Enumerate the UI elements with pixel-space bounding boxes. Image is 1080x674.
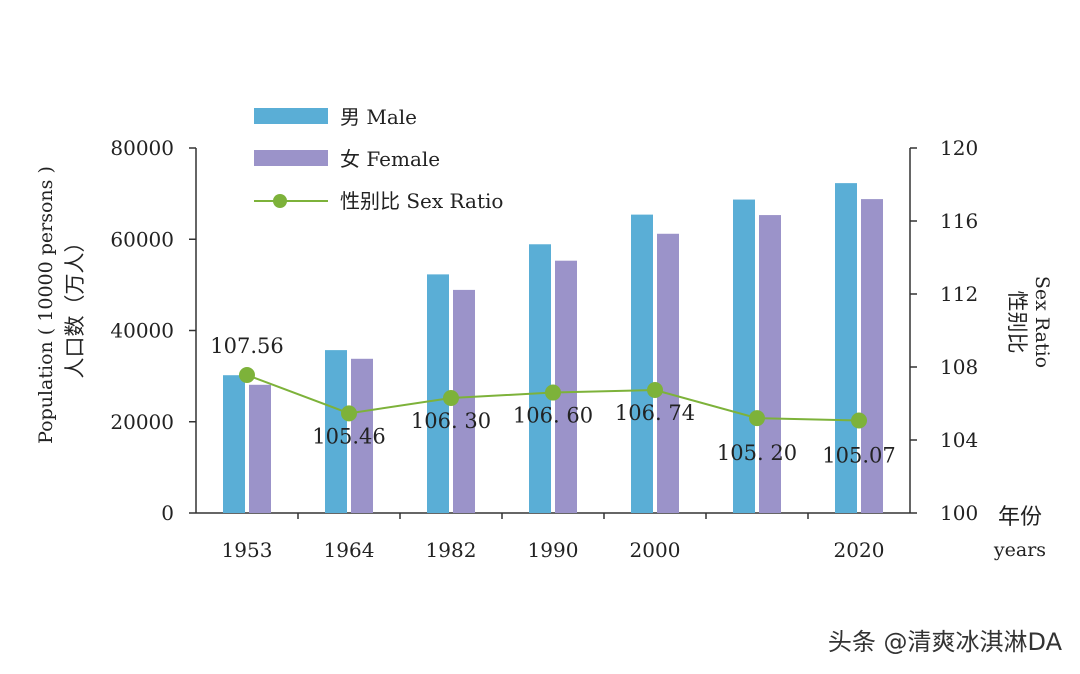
right-tick-label: 116	[940, 209, 978, 233]
legend-swatch-female	[254, 150, 328, 166]
sex-ratio-point-1990	[545, 384, 561, 401]
bars	[223, 183, 883, 519]
bar-female-1990	[555, 260, 577, 513]
right-tick-label: 104	[940, 428, 978, 452]
left-axis-title-en: Population ( 10000 persons )	[35, 166, 57, 444]
right-tick-label: 112	[940, 282, 978, 306]
bar-female-1953	[249, 384, 271, 513]
x-tick-label: 2000	[630, 538, 681, 562]
left-tick-label: 20000	[110, 410, 174, 434]
left-axis-title: Population ( 10000 persons ) 人口数（万人）	[35, 166, 87, 444]
legend-label-female: 女 Female	[340, 147, 440, 171]
legend-marker-sex-ratio	[273, 194, 287, 208]
sex-ratio-point-1964	[341, 405, 357, 422]
bar-male-2000	[631, 214, 653, 514]
bar-female-2020	[861, 199, 883, 513]
sex-ratio-series: 107.56 105.46 106. 30 106. 60 106. 74 105. 20…	[210, 334, 895, 467]
sex-ratio-data-label: 106. 60	[513, 404, 593, 428]
sex-ratio-data-label: 105. 20	[717, 441, 797, 465]
bar-male-2020	[835, 183, 857, 513]
sex-ratio-data-label: 106. 74	[615, 401, 695, 425]
bar-male-1982	[427, 274, 449, 513]
left-tick-label: 40000	[110, 319, 174, 343]
left-axis-title-cn: 人口数（万人）	[63, 232, 87, 379]
sex-ratio-point-2020	[851, 412, 867, 429]
watermark: 头条 @清爽冰淇淋DA	[828, 628, 1063, 656]
sex-ratio-data-label: 105.46	[312, 424, 385, 448]
legend-swatch-male	[254, 108, 328, 124]
left-y-ticks: 0 20000 40000 60000 80000	[110, 136, 196, 525]
bar-female-2010	[759, 215, 781, 513]
right-axis-title-cn: 性别比	[1005, 291, 1029, 354]
legend: 男 Male 女 Female 性别比 Sex Ratio	[254, 105, 503, 213]
left-tick-label: 0	[161, 501, 174, 525]
axes	[195, 148, 911, 514]
bar-female-1964	[351, 358, 373, 513]
bar-female-2000	[657, 233, 679, 513]
x-tick-label: 1990	[528, 538, 579, 562]
x-axis-title-en: years	[993, 539, 1046, 561]
x-tick-labels: 1953 1964 1982 1990 2000 2020	[222, 538, 885, 562]
right-y-ticks: 100 104 108 112 116 120	[910, 136, 978, 525]
bar-female-1982	[453, 289, 475, 513]
right-tick-label: 100	[940, 501, 978, 525]
sex-ratio-point-2010	[749, 410, 765, 427]
right-axis-title-en: Sex Ratio	[1031, 276, 1053, 368]
left-tick-label: 60000	[110, 227, 174, 251]
bar-male-1964	[325, 350, 347, 513]
sex-ratio-point-1982	[443, 390, 459, 407]
right-tick-label: 108	[940, 355, 978, 379]
legend-label-male: 男 Male	[340, 105, 417, 129]
sex-ratio-data-label: 106. 30	[411, 409, 491, 433]
x-tick-label: 1953	[222, 538, 273, 562]
sex-ratio-data-label: 105.07	[822, 443, 895, 467]
right-tick-label: 120	[940, 136, 978, 160]
sex-ratio-point-2000	[647, 381, 663, 398]
left-tick-label: 80000	[110, 136, 174, 160]
right-axis-title: Sex Ratio 性别比	[1005, 276, 1053, 368]
bar-male-2010	[733, 199, 755, 513]
sex-ratio-point-1953	[239, 367, 255, 384]
x-tick-label: 2020	[834, 538, 885, 562]
x-axis-title-cn: 年份	[998, 505, 1042, 530]
bar-male-1990	[529, 244, 551, 514]
legend-label-sex-ratio: 性别比 Sex Ratio	[340, 189, 503, 213]
x-tick-label: 1982	[426, 538, 477, 562]
x-tick-label: 1964	[324, 538, 375, 562]
sex-ratio-data-label: 107.56	[210, 334, 283, 358]
bar-male-1953	[223, 375, 245, 513]
